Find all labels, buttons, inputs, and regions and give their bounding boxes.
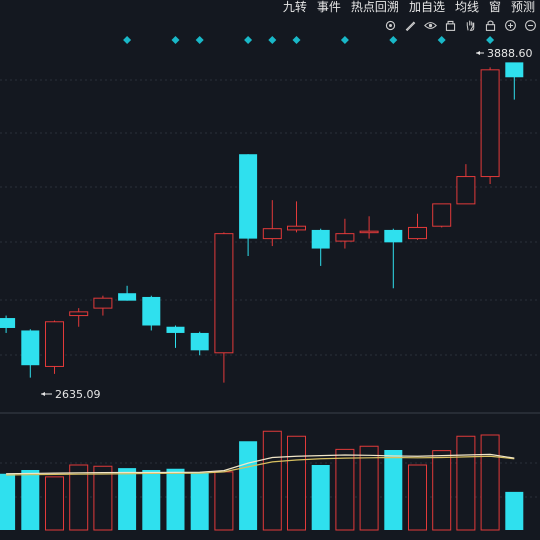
candle-body [359,230,379,234]
volume-bar [0,473,16,530]
volume-bar [505,491,524,530]
volume-bar [21,470,40,530]
volume-bar [190,472,209,530]
candle-body [239,154,258,239]
moving-average-lines [6,453,515,476]
candle-body [311,229,330,249]
candle-body [190,332,209,351]
lock-icon[interactable] [482,18,498,32]
hand-icon[interactable] [462,18,478,32]
volume-bar [45,476,64,531]
candle-body [408,226,427,240]
event-marker [389,36,398,44]
volume-bar [93,465,113,531]
volume-bar [335,448,355,531]
candle-body [118,293,137,301]
low-annotation: 2635.09 [41,388,101,401]
candle-body [166,326,185,333]
basket-icon[interactable] [442,18,458,32]
hot-trace-button[interactable]: 热点回溯 [350,0,399,14]
volume-bar [287,435,306,531]
low-price-label: 2635.09 [55,388,101,401]
volume-bar [408,464,427,531]
volume-bar [239,441,258,530]
event-marker [292,36,301,44]
volume-bar [214,471,234,531]
ma-line-b [6,455,515,476]
chart-toolbar: 九转 事件 热点回溯 加自选 均线 窗 预测 [278,0,540,14]
candle-body [384,229,403,243]
add-watchlist-button[interactable]: 加自选 [408,0,445,14]
candle-body [432,203,452,227]
events-button[interactable]: 事件 [316,0,341,14]
event-marker [195,36,204,44]
volume-bar [166,468,185,530]
volume-bar [262,430,282,531]
volume-bar [69,464,89,531]
toolbar-icons [380,16,540,34]
ma-line-a [6,453,515,475]
volume-bar [456,435,476,531]
candle-body [0,318,16,328]
zoom-in-icon[interactable] [502,18,518,32]
candle-body [456,176,476,205]
eye-icon[interactable] [422,18,438,32]
candle-body [262,228,282,240]
high-price-label: 3888.60 [487,47,533,60]
candle-body [93,297,113,309]
event-markers [123,36,495,44]
event-marker [268,36,277,44]
event-marker [340,36,349,44]
volume-bar [118,468,137,530]
window-button[interactable]: 窗 [488,0,501,14]
event-marker [171,36,180,44]
event-marker [123,36,132,44]
candle-body [214,233,234,354]
draw-pen-icon[interactable] [402,18,418,32]
volume-bar [432,450,452,531]
forecast-button[interactable]: 预测 [510,0,535,14]
candle-body [142,296,161,326]
candle-body [21,330,40,366]
settings-icon[interactable] [382,18,398,32]
candles [0,62,524,383]
candle-body [45,321,64,367]
volume-bar [384,450,403,530]
volume-bar [142,470,161,530]
candle-body [505,62,524,78]
candle-body [287,225,306,231]
event-marker [244,36,253,44]
volume-bar [480,434,500,531]
high-annotation: 3888.60 [476,47,533,60]
volume-bars [0,430,524,531]
nine-turn-button[interactable]: 九转 [282,0,307,14]
candle-body [69,311,89,317]
event-marker [437,36,446,44]
candle-body [480,69,500,178]
moving-average-button[interactable]: 均线 [454,0,479,14]
zoom-out-icon[interactable] [522,18,538,32]
event-marker [486,36,495,44]
volume-bar [311,465,330,530]
volume-bar [359,445,379,531]
candle-body [335,233,355,242]
